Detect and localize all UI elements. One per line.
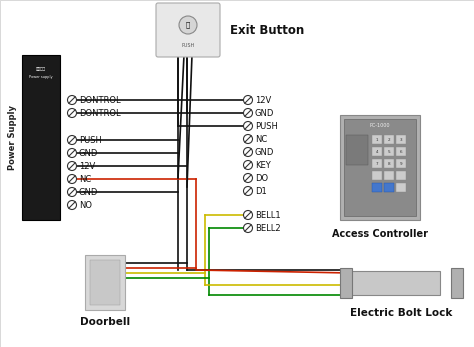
Circle shape [67, 109, 76, 118]
Text: NO: NO [79, 201, 92, 210]
Text: 5: 5 [388, 150, 390, 153]
Text: GND: GND [79, 149, 99, 158]
Circle shape [244, 147, 253, 156]
Bar [22, 55, 60, 220]
Text: GND: GND [79, 187, 99, 196]
Bar [372, 183, 382, 192]
Bar [344, 119, 416, 216]
Text: PC-1000: PC-1000 [370, 123, 390, 128]
Text: PUSH: PUSH [255, 121, 278, 130]
Text: Access Controller: Access Controller [332, 229, 428, 239]
Bar [384, 183, 394, 192]
Circle shape [244, 211, 253, 220]
Text: 9: 9 [400, 161, 402, 166]
Circle shape [67, 201, 76, 210]
Text: DONTROL: DONTROL [79, 109, 120, 118]
Circle shape [67, 175, 76, 184]
Text: PUSH: PUSH [182, 43, 195, 48]
Text: PUSH: PUSH [79, 135, 102, 144]
Text: 4: 4 [376, 150, 378, 153]
Circle shape [244, 186, 253, 195]
Bar [372, 147, 382, 156]
Text: DONTROL: DONTROL [79, 95, 120, 104]
Text: Power Supply: Power Supply [8, 105, 17, 170]
Text: 6: 6 [400, 150, 402, 153]
Circle shape [244, 121, 253, 130]
Bar [396, 183, 406, 192]
Bar [396, 171, 406, 180]
Bar [451, 268, 463, 298]
Text: KEY: KEY [255, 161, 271, 169]
Text: Power supply: Power supply [29, 75, 53, 79]
Bar [372, 135, 382, 144]
Bar [384, 159, 394, 168]
Text: 2: 2 [388, 137, 390, 142]
Text: D1: D1 [255, 186, 267, 195]
Text: 12V: 12V [79, 161, 95, 170]
Text: 12V: 12V [255, 95, 271, 104]
Circle shape [179, 16, 197, 34]
Circle shape [244, 135, 253, 144]
Circle shape [244, 95, 253, 104]
Text: GND: GND [255, 109, 274, 118]
Circle shape [244, 174, 253, 183]
Circle shape [244, 161, 253, 169]
Circle shape [67, 161, 76, 170]
Text: 7: 7 [376, 161, 378, 166]
Bar [346, 135, 368, 165]
Text: BELL1: BELL1 [255, 211, 281, 220]
Circle shape [244, 109, 253, 118]
Text: GND: GND [255, 147, 274, 156]
Circle shape [67, 149, 76, 158]
Bar [85, 255, 125, 310]
Bar [384, 171, 394, 180]
FancyBboxPatch shape [156, 3, 220, 57]
Bar [372, 159, 382, 168]
Bar [384, 135, 394, 144]
Circle shape [67, 187, 76, 196]
Bar [340, 115, 420, 220]
Circle shape [244, 223, 253, 232]
Bar [396, 135, 406, 144]
Text: 3: 3 [400, 137, 402, 142]
Text: NC: NC [79, 175, 91, 184]
Bar [90, 260, 120, 305]
Text: 1: 1 [376, 137, 378, 142]
Bar [340, 268, 352, 298]
Text: Electric Bolt Lock: Electric Bolt Lock [350, 308, 453, 318]
Bar [384, 147, 394, 156]
Circle shape [67, 95, 76, 104]
Text: DO: DO [255, 174, 268, 183]
Text: 🔑: 🔑 [186, 22, 190, 28]
Text: NC: NC [255, 135, 267, 144]
Bar [396, 159, 406, 168]
Circle shape [67, 135, 76, 144]
Text: Exit Button: Exit Button [230, 24, 304, 36]
Bar [350, 271, 440, 295]
Text: BELL2: BELL2 [255, 223, 281, 232]
Bar [372, 171, 382, 180]
Text: 门禁电源: 门禁电源 [36, 67, 46, 71]
Text: Doorbell: Doorbell [80, 317, 130, 327]
Text: 8: 8 [388, 161, 390, 166]
Bar [396, 147, 406, 156]
